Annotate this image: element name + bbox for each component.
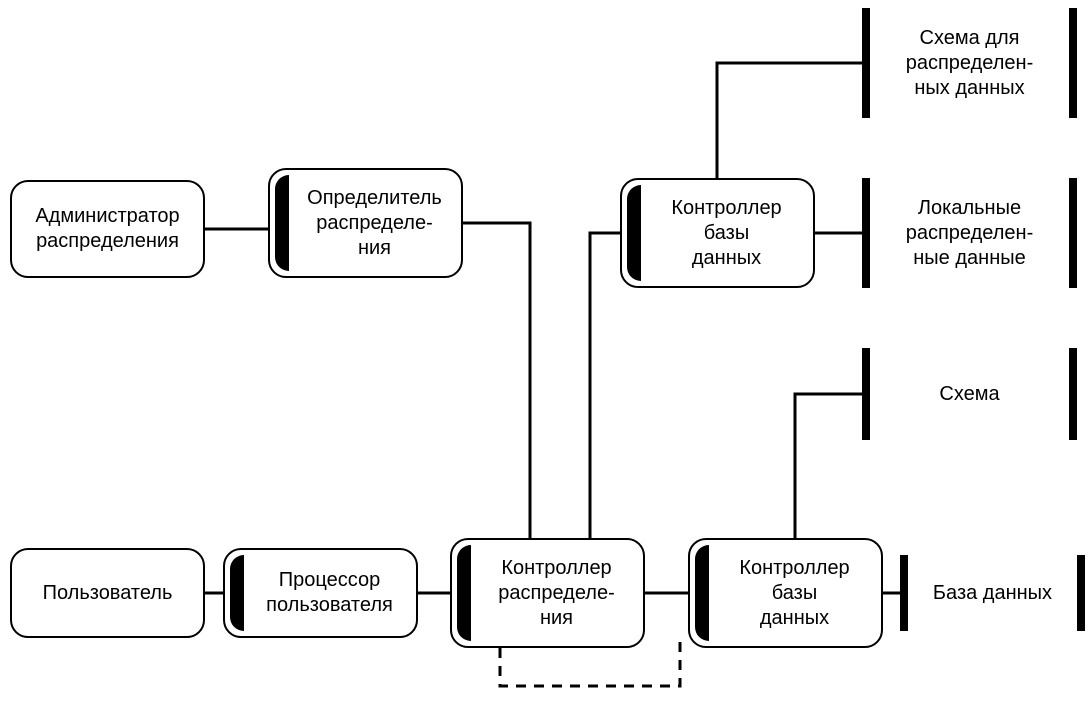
node-label: Контроллер базы данных xyxy=(622,196,813,271)
node-store-schema: Схема xyxy=(862,348,1077,440)
node-label: Пользователь xyxy=(43,581,173,606)
edge xyxy=(717,63,862,178)
node-distribution-controller: Контроллер распределе- ния xyxy=(450,538,645,648)
node-user-processor: Процессор пользователя xyxy=(223,548,418,638)
node-store-database: База данных xyxy=(900,555,1085,631)
node-user: Пользователь xyxy=(10,548,205,638)
node-label: База данных xyxy=(900,581,1085,606)
node-store-distributed-schema: Схема для распределен- ных данных xyxy=(862,8,1077,118)
node-label: Схема xyxy=(862,382,1077,407)
node-label: Локальные распределен- ные данные xyxy=(862,196,1077,271)
node-label: Процессор пользователя xyxy=(225,568,416,618)
edge xyxy=(590,233,620,538)
node-label: Контроллер распределе- ния xyxy=(452,556,643,631)
node-db-controller-top: Контроллер базы данных xyxy=(620,178,815,288)
node-label: Схема для распределен- ных данных xyxy=(862,26,1077,101)
edge xyxy=(795,394,862,538)
node-label: Определитель распределе- ния xyxy=(270,186,461,261)
node-label: Контроллер базы данных xyxy=(690,556,881,631)
node-admin: Администратор распределения xyxy=(10,180,205,278)
edge xyxy=(463,223,530,538)
node-determiner: Определитель распределе- ния xyxy=(268,168,463,278)
diagram-stage: Администратор распределения Пользователь… xyxy=(0,0,1091,701)
node-label: Администратор распределения xyxy=(35,204,179,254)
node-store-local-data: Локальные распределен- ные данные xyxy=(862,178,1077,288)
node-db-controller-bottom: Контроллер базы данных xyxy=(688,538,883,648)
